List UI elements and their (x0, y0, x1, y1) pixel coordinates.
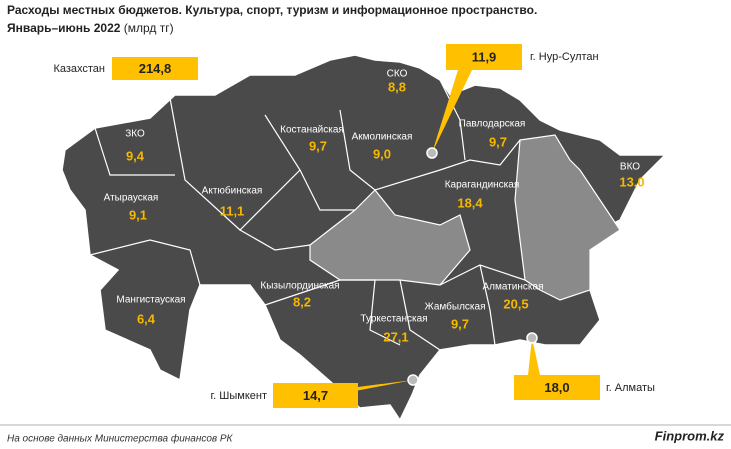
border (439, 79, 466, 161)
region-value: 9,7 (489, 134, 507, 149)
value-box (112, 57, 198, 80)
region-name: Актюбинская (202, 185, 263, 197)
region-name: Мангистауская (116, 295, 185, 306)
region-value: 6,4 (137, 311, 156, 326)
region-value: 11,1 (220, 203, 245, 218)
pointer (350, 380, 413, 392)
border (264, 279, 401, 346)
region-name: Костанайская (280, 125, 344, 136)
region-name: Кызылординская (260, 281, 339, 292)
border (89, 239, 201, 286)
region-value: 13,0 (619, 174, 644, 189)
chart-title: Расходы местных бюджетов. Культура, спор… (7, 3, 537, 17)
border (94, 127, 175, 176)
region-abay (514, 134, 621, 301)
box-label: Казахстан (53, 63, 105, 75)
value-box (446, 44, 522, 70)
chart-subtitle: Январь–июнь 2022 (млрд тг) (7, 21, 174, 35)
subtitle-unit: (млрд тг) (124, 21, 174, 35)
border (299, 169, 355, 211)
region-value: 9,1 (129, 207, 147, 222)
region-name: Акмолинская (352, 132, 413, 143)
border (399, 279, 441, 351)
city-dot (426, 147, 438, 159)
value-box (514, 375, 600, 400)
region-name: Атырауская (104, 193, 159, 204)
region-name: Туркестанская (360, 314, 427, 325)
border (479, 264, 496, 346)
watermark: Finprom.kz (655, 428, 725, 443)
region-name: Павлодарская (459, 119, 526, 130)
region-ulytau (309, 189, 471, 286)
box-label: г. Алматы (606, 382, 655, 394)
region-value: 9,7 (309, 138, 327, 153)
region-name: СКО (387, 69, 408, 80)
box-value: 18,0 (544, 380, 569, 395)
region-value: 9,0 (373, 146, 391, 161)
map (61, 54, 667, 422)
border (239, 229, 311, 251)
region-value: 8,2 (293, 294, 311, 309)
source-note: На основе данных Министерства финансов Р… (7, 433, 234, 445)
region-value: 27,1 (383, 329, 408, 344)
region-value: 8,8 (388, 79, 406, 94)
region-value: 20,5 (503, 296, 528, 311)
box-value: 11,9 (472, 49, 497, 64)
subtitle-period: Январь–июнь 2022 (7, 21, 121, 35)
box-value: 214,8 (139, 61, 172, 76)
region-name: Карагандинская (445, 180, 520, 191)
region-name: ЗКО (125, 129, 145, 140)
city-dot (407, 374, 419, 386)
box-label: г. Нур-Султан (530, 51, 599, 63)
region-name: ВКО (620, 162, 640, 173)
pointer (432, 70, 472, 153)
region-value: 18,4 (457, 195, 483, 210)
region-name: Алматинская (483, 282, 544, 293)
region-name: Жамбылская (425, 301, 486, 313)
region-value: 9,4 (126, 148, 145, 163)
city-dot (526, 332, 538, 344)
pointer (528, 338, 540, 375)
region-labels: ЗКО 9,4 Атырауская 9,1 Актюбинская 11,1 Мангис… (53, 44, 655, 408)
box-value: 14,7 (303, 388, 328, 403)
value-box (273, 383, 358, 408)
border (339, 109, 521, 191)
box-label: г. Шымкент (211, 390, 268, 402)
region-value: 9,7 (451, 316, 469, 331)
